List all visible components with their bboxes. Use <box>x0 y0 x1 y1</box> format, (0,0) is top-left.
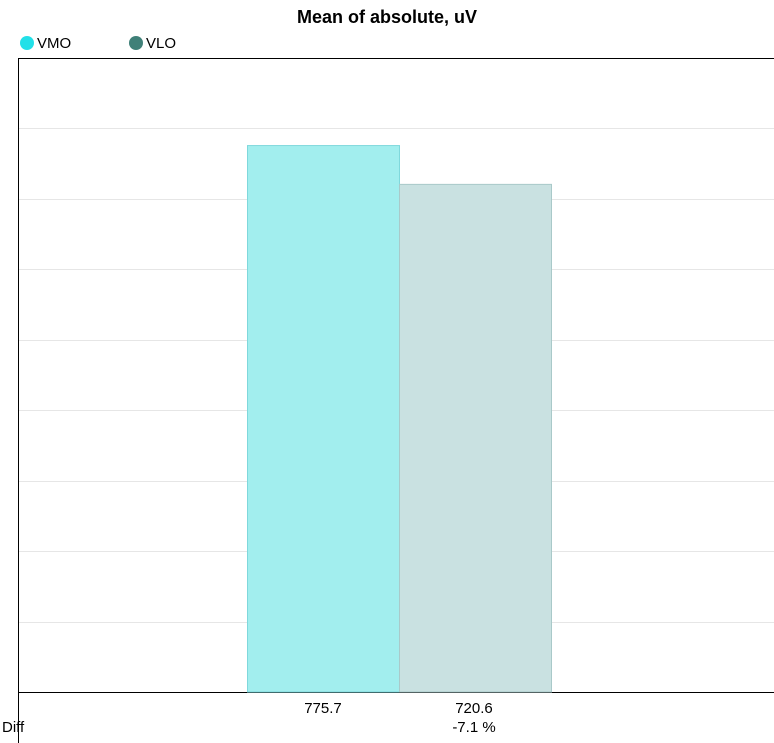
bar-vlo <box>399 183 552 693</box>
diff-value: -7.1 % <box>452 719 496 736</box>
bar-value-label-vlo: 720.6 <box>455 700 493 717</box>
legend-item-vlo: VLO <box>129 34 176 52</box>
bars <box>247 145 552 693</box>
legend-label-vlo: VLO <box>146 34 177 52</box>
chart-title: Mean of absolute, uV <box>296 7 478 27</box>
legend-label-vmo: VMO <box>37 34 72 52</box>
legend-item-vmo: VMO <box>20 34 71 52</box>
legend-swatch-vlo <box>129 36 143 50</box>
bar-vmo <box>247 145 400 693</box>
bar-value-label-vmo: 775.7 <box>304 700 342 717</box>
legend-swatch-vmo <box>20 36 34 50</box>
diff-label: Diff <box>2 719 25 736</box>
